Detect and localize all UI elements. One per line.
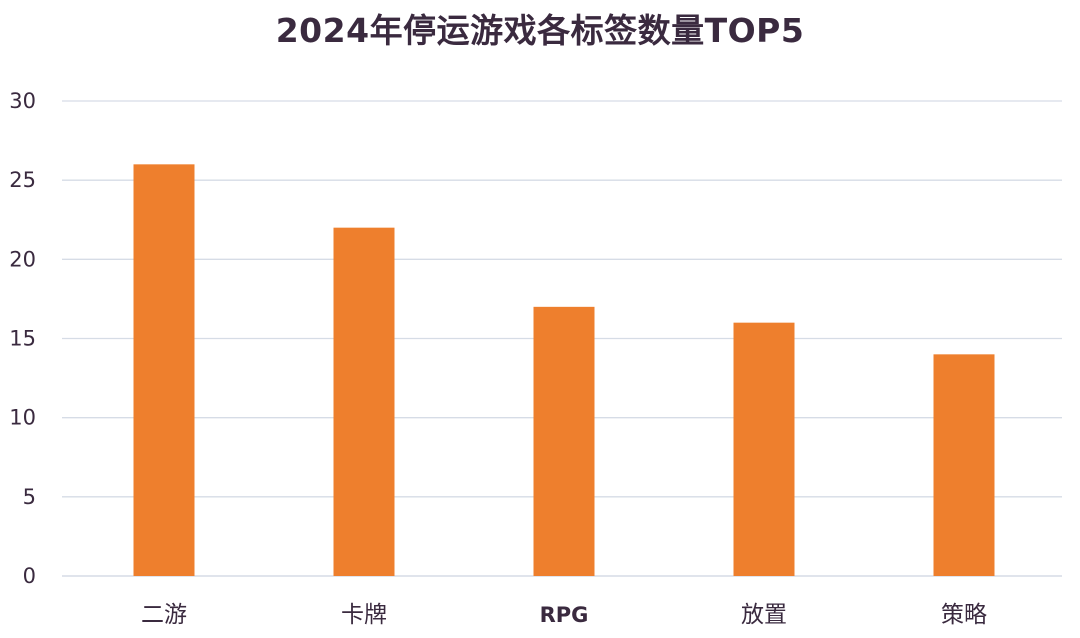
x-category-label: 策略 xyxy=(941,602,987,628)
bar-1 xyxy=(333,227,395,576)
bar-3 xyxy=(733,322,795,576)
y-tick-label: 20 xyxy=(9,247,36,271)
y-axis-ticks: 0 5 10 15 20 25 30 xyxy=(9,89,36,588)
y-tick-label: 10 xyxy=(9,406,36,430)
x-category-label: RPG xyxy=(540,603,589,627)
y-tick-label: 15 xyxy=(9,327,36,351)
bar-4 xyxy=(933,354,995,576)
x-category-label: 放置 xyxy=(741,602,787,628)
x-axis-categories: 二游 卡牌 RPG 放置 策略 xyxy=(141,602,987,628)
y-tick-label: 0 xyxy=(23,564,36,588)
x-category-label: 二游 xyxy=(141,602,187,628)
bar-0 xyxy=(133,164,195,577)
y-tick-label: 25 xyxy=(9,168,36,192)
chart-title: 2024年停运游戏各标签数量TOP5 xyxy=(275,11,805,50)
y-tick-label: 5 xyxy=(23,485,36,509)
bars xyxy=(133,164,995,577)
bar-2 xyxy=(533,306,595,576)
x-category-label: 卡牌 xyxy=(341,602,387,628)
y-tick-label: 30 xyxy=(9,89,36,113)
